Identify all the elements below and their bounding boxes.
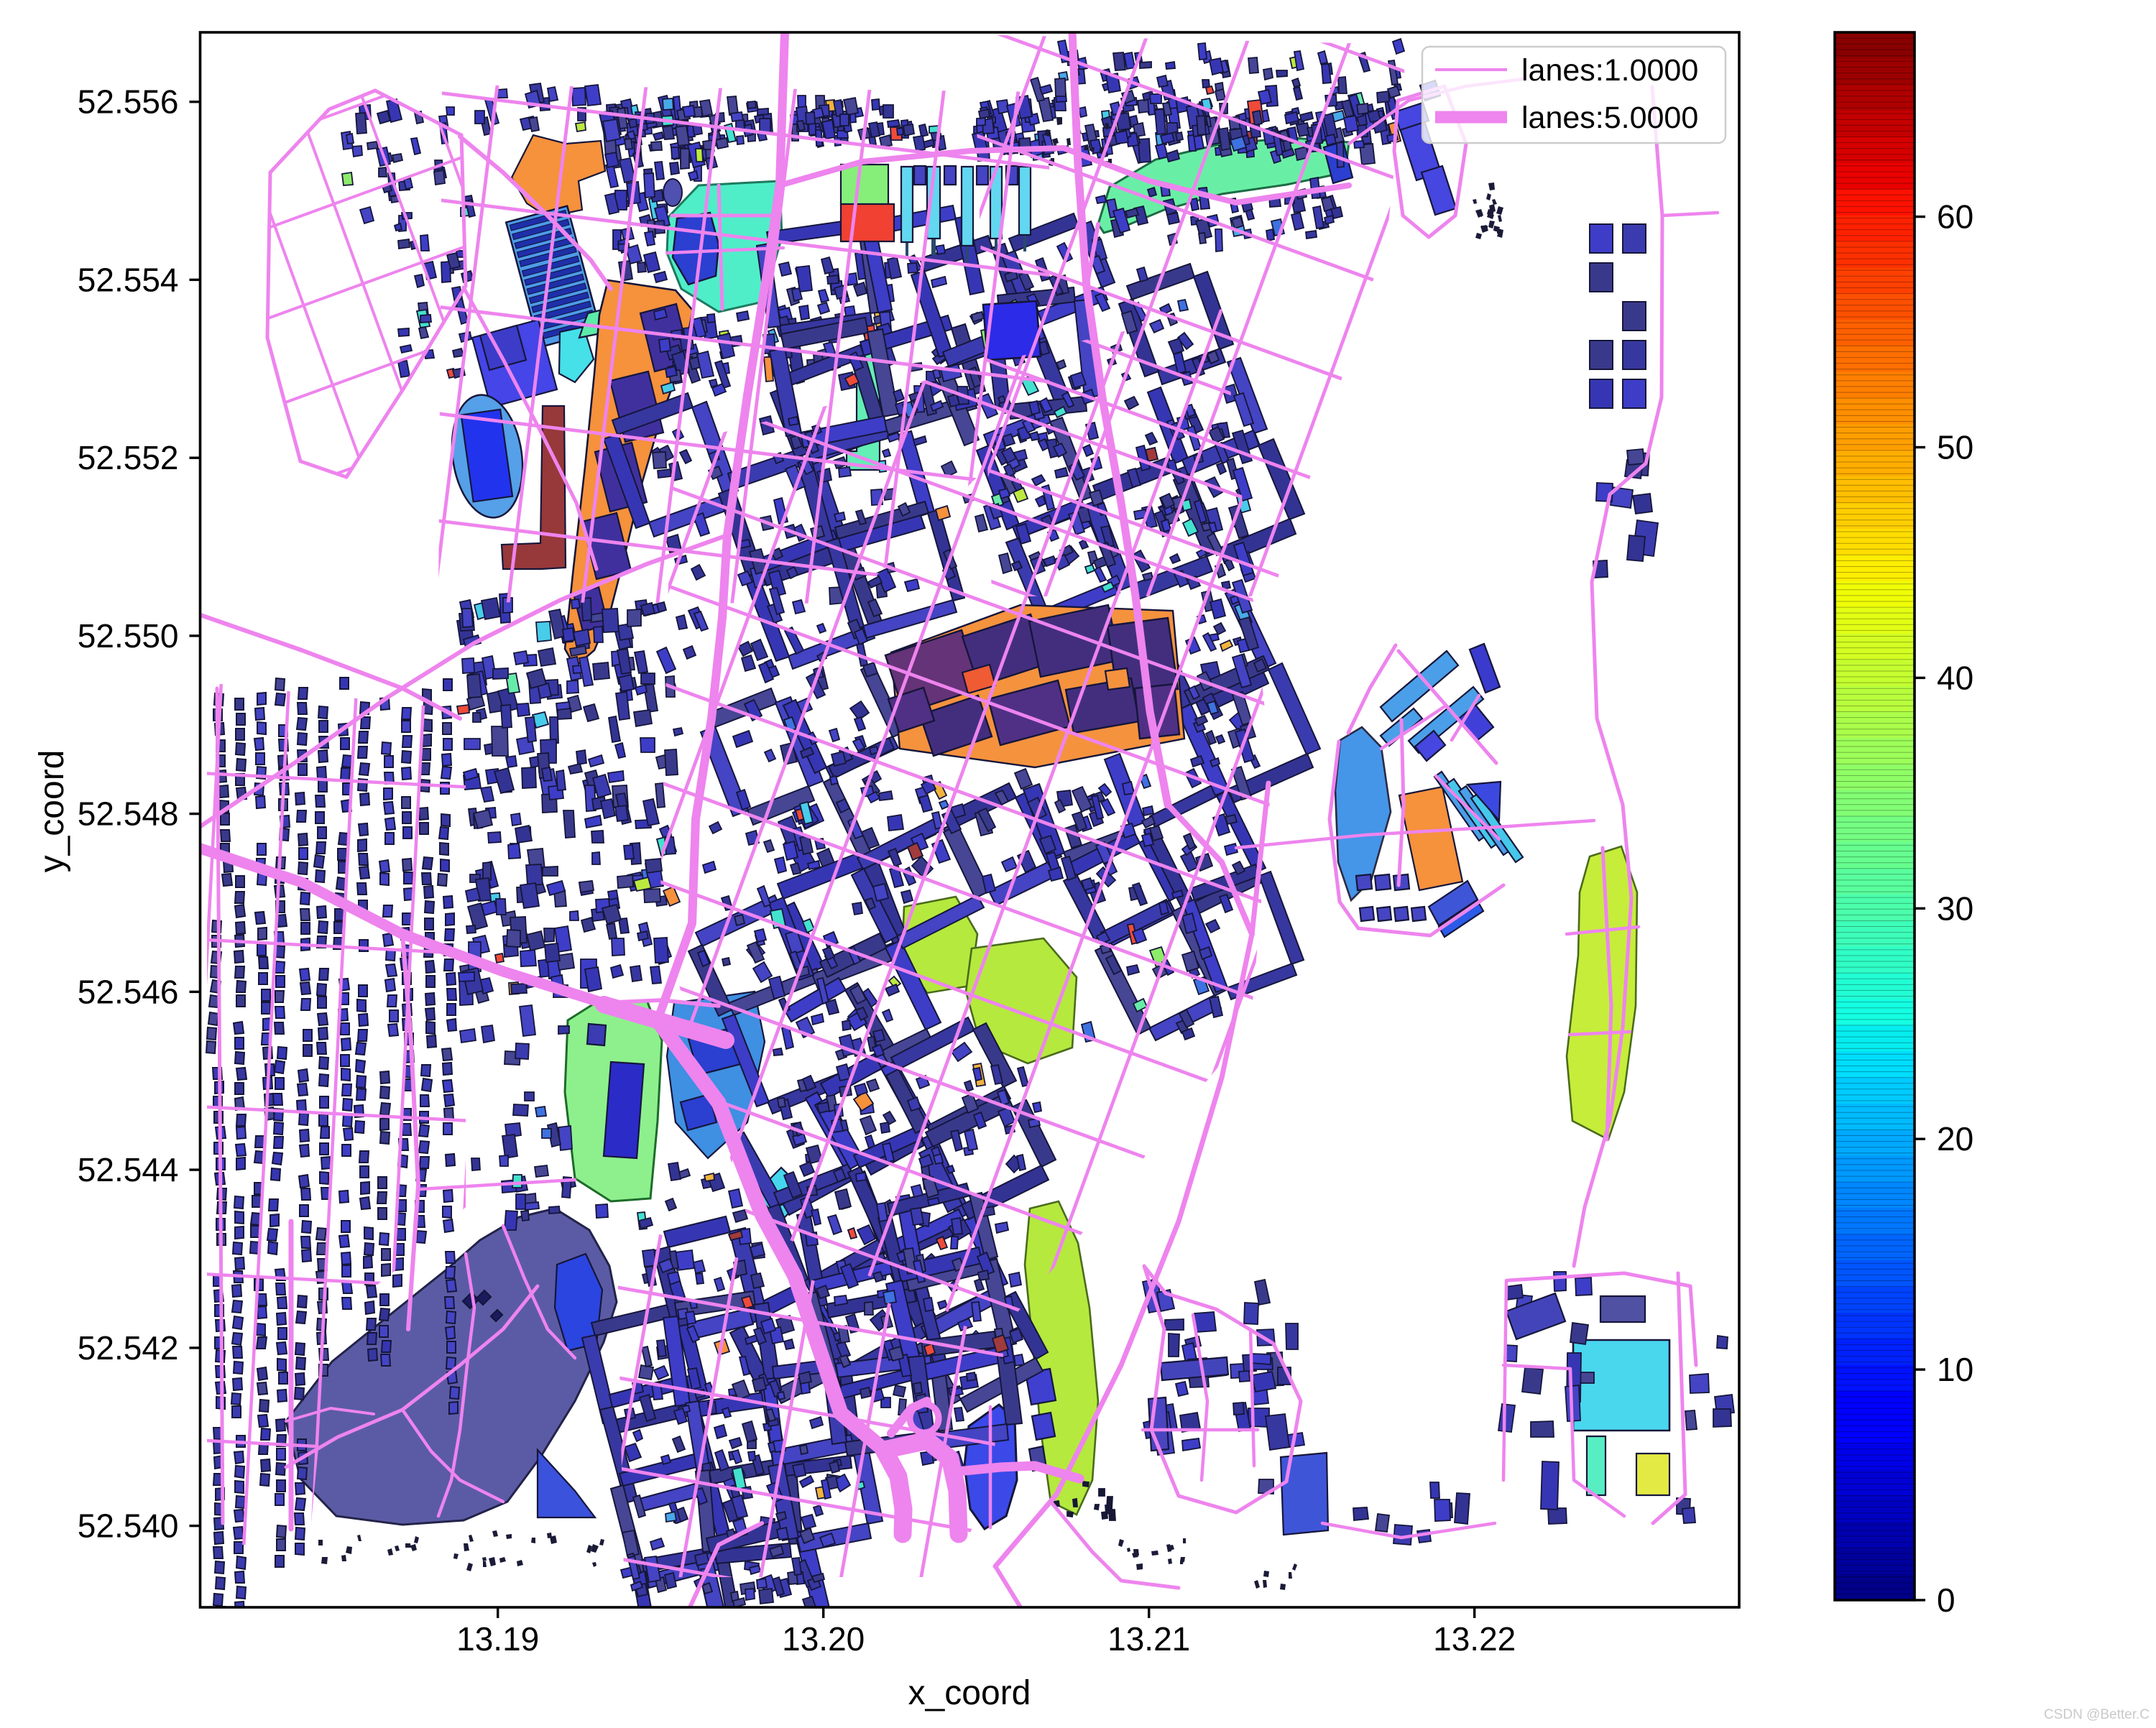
svg-text:52.552: 52.552 (78, 439, 179, 476)
svg-text:10: 10 (1937, 1351, 1973, 1388)
svg-text:y_coord: y_coord (33, 750, 71, 873)
svg-text:lanes:1.0000: lanes:1.0000 (1521, 53, 1698, 88)
svg-text:50: 50 (1937, 429, 1973, 466)
svg-text:lanes:5.0000: lanes:5.0000 (1521, 101, 1698, 135)
svg-text:20: 20 (1937, 1120, 1973, 1158)
svg-text:CSDN @Better.C: CSDN @Better.C (2044, 1707, 2150, 1722)
svg-text:52.548: 52.548 (78, 795, 179, 833)
svg-text:40: 40 (1937, 659, 1973, 696)
svg-text:52.544: 52.544 (78, 1151, 179, 1188)
svg-text:52.540: 52.540 (78, 1507, 179, 1545)
svg-text:13.20: 13.20 (782, 1620, 865, 1658)
svg-text:x_coord: x_coord (908, 1674, 1031, 1712)
svg-text:52.542: 52.542 (78, 1329, 179, 1367)
svg-text:52.554: 52.554 (78, 261, 179, 298)
svg-text:13.22: 13.22 (1433, 1620, 1516, 1658)
svg-text:13.21: 13.21 (1107, 1620, 1190, 1658)
svg-text:30: 30 (1937, 890, 1973, 927)
svg-text:60: 60 (1937, 198, 1973, 236)
svg-text:52.546: 52.546 (78, 973, 179, 1010)
svg-text:52.556: 52.556 (78, 83, 179, 121)
svg-text:0: 0 (1937, 1581, 1955, 1619)
svg-text:13.19: 13.19 (456, 1620, 539, 1658)
svg-text:52.550: 52.550 (78, 617, 179, 655)
